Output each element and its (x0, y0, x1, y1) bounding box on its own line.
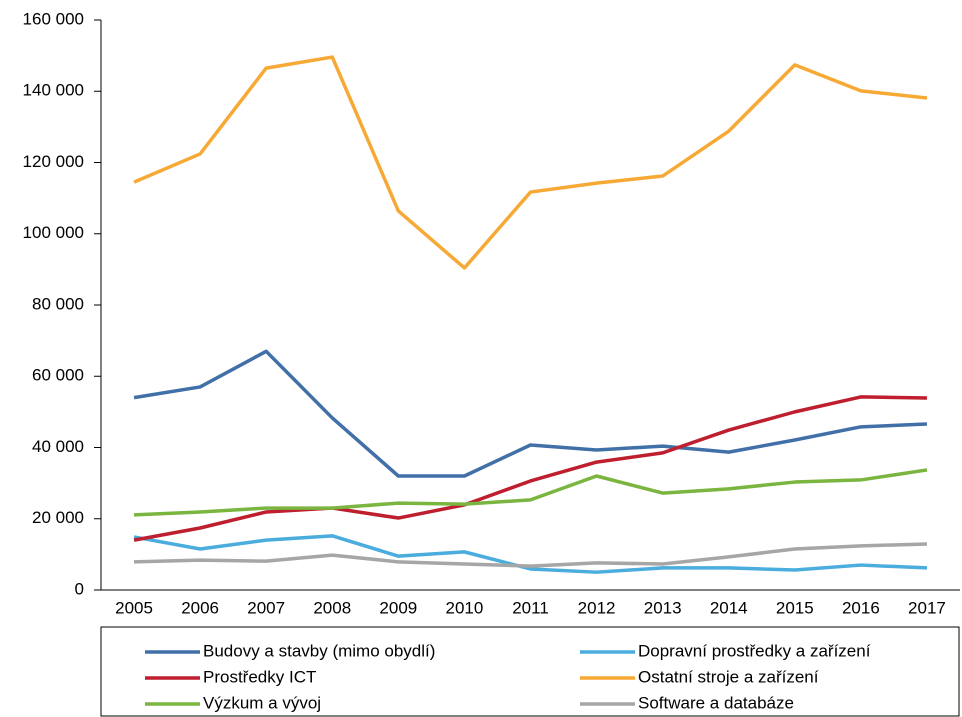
y-tick-label: 0 (75, 579, 84, 598)
y-tick-label: 100 000 (23, 223, 84, 242)
x-tick-label: 2009 (379, 598, 417, 617)
legend-label: Výzkum a vývoj (203, 693, 321, 712)
x-tick-label: 2006 (181, 598, 219, 617)
legend-label: Dopravní prostředky a zařízení (638, 641, 871, 660)
legend-box (100, 626, 960, 717)
x-tick-label: 2011 (512, 598, 549, 617)
x-tick-label: 2008 (313, 598, 351, 617)
legend-label: Budovy a stavby (mimo obydlí) (203, 641, 435, 660)
y-tick-label: 120 000 (23, 152, 84, 171)
x-tick-label: 2010 (446, 598, 484, 617)
y-tick-label: 80 000 (32, 294, 84, 313)
x-tick-label: 2014 (710, 598, 748, 617)
legend-label: Software a databáze (638, 693, 794, 712)
y-tick-label: 20 000 (32, 508, 84, 527)
series-line (133, 468, 928, 517)
y-tick-label: 60 000 (32, 366, 84, 385)
series-line (133, 534, 928, 574)
x-tick-label: 2012 (578, 598, 616, 617)
x-tick-label: 2015 (776, 598, 814, 617)
x-tick-label: 2016 (842, 598, 880, 617)
legend-label: Prostředky ICT (203, 667, 316, 686)
legend-label: Ostatní stroje a zařízení (638, 667, 819, 686)
series-line (133, 542, 928, 568)
x-tick-label: 2007 (247, 598, 285, 617)
series-line (133, 55, 928, 270)
x-tick-label: 2005 (115, 598, 153, 617)
x-tick-label: 2013 (644, 598, 682, 617)
x-tick-label: 2017 (908, 598, 946, 617)
y-tick-label: 140 000 (23, 81, 84, 100)
y-tick-label: 40 000 (32, 437, 84, 456)
series-line (133, 349, 928, 478)
series-line (133, 395, 927, 542)
y-tick-label: 160 000 (23, 9, 84, 28)
